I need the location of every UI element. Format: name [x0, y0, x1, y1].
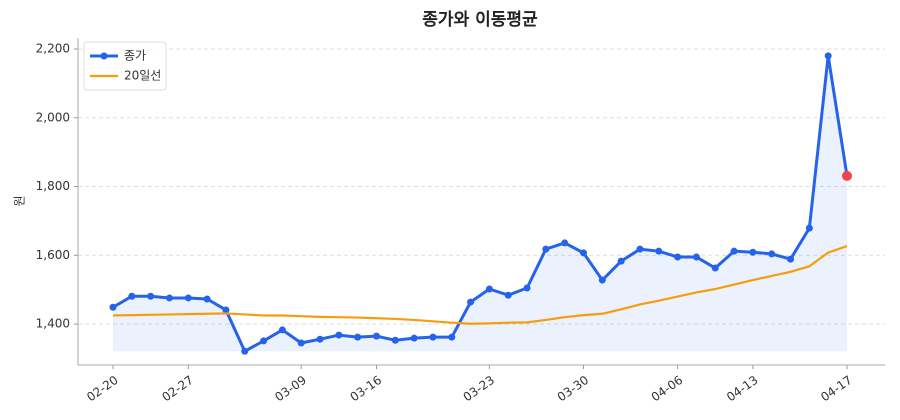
- y-tick-label: 1,600: [36, 248, 70, 262]
- point: [297, 339, 305, 347]
- x-tick-label: 03-16: [348, 373, 385, 404]
- point: [692, 253, 700, 261]
- line: [112, 244, 848, 325]
- point: [730, 247, 738, 255]
- point: [504, 291, 512, 299]
- point: [485, 285, 493, 293]
- point: [805, 224, 813, 232]
- point: [636, 245, 644, 253]
- point: [542, 245, 550, 253]
- point: [467, 298, 475, 306]
- point: [561, 239, 569, 247]
- point: [674, 253, 682, 261]
- point: [448, 333, 456, 341]
- point: [260, 337, 268, 345]
- area-fill: [113, 55, 847, 352]
- point: [165, 294, 173, 302]
- point: [580, 249, 588, 257]
- point: [429, 333, 437, 341]
- point: [372, 332, 380, 340]
- x-tick-label: 04-06: [649, 373, 686, 404]
- x-tick-label: 02-27: [159, 373, 196, 404]
- legend-label: 20일선: [124, 69, 161, 83]
- point: [335, 331, 343, 339]
- y-axis-label: 원: [13, 195, 27, 206]
- line: [112, 55, 849, 354]
- y-tick-label: 2,200: [36, 42, 70, 56]
- legend: 종가 20일선: [83, 41, 167, 91]
- point: [184, 294, 192, 302]
- point: [617, 257, 625, 265]
- y-tick-label: 1,800: [36, 179, 70, 193]
- chart-title: 종가와 이동평균: [422, 10, 538, 30]
- point: [316, 335, 324, 343]
- point: [109, 303, 117, 311]
- point: [598, 276, 606, 284]
- x-tick-label: 03-23: [461, 373, 498, 404]
- point: [655, 247, 663, 255]
- point: [523, 284, 531, 292]
- x-tick-label: 03-30: [555, 373, 592, 404]
- point: [410, 334, 418, 342]
- legend-label: 종가: [124, 49, 146, 63]
- x-tick-label: 03-09: [272, 373, 309, 404]
- point: [147, 292, 155, 300]
- point: [711, 264, 719, 272]
- legend-marker: [100, 52, 108, 60]
- point: [203, 295, 211, 303]
- point: [128, 292, 136, 300]
- x-tick-label: 04-13: [724, 373, 761, 404]
- point: [749, 248, 757, 256]
- last-point: [842, 170, 852, 181]
- x-tick-label: 04-17: [818, 373, 855, 404]
- point: [824, 52, 832, 60]
- x-tick-label: 02-20: [84, 373, 121, 404]
- point: [278, 326, 286, 334]
- point: [391, 336, 399, 344]
- y-tick-label: 1,400: [36, 317, 70, 331]
- y-tick-label: 2,000: [36, 110, 70, 124]
- point: [222, 306, 230, 314]
- point: [768, 250, 776, 258]
- point: [787, 255, 795, 263]
- point: [354, 333, 362, 341]
- point: [241, 347, 249, 355]
